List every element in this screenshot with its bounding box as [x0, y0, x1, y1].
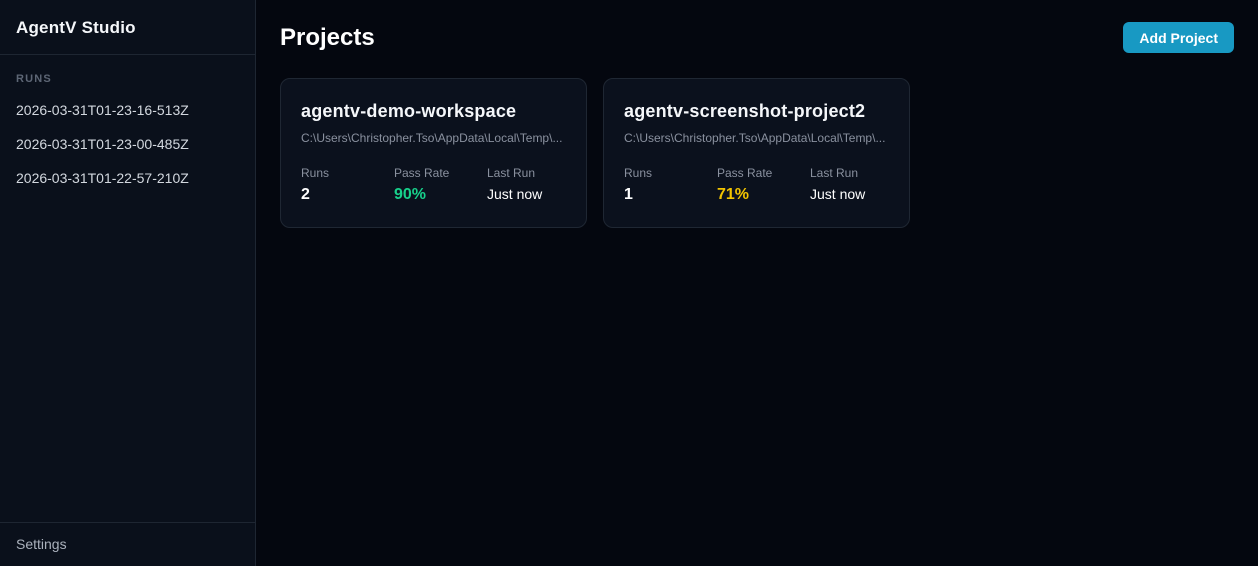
stat-pass-rate-label: Pass Rate: [717, 166, 773, 180]
project-name: agentv-demo-workspace: [301, 101, 517, 121]
settings-link[interactable]: Settings: [16, 536, 67, 552]
stat-last-run-value: Just now: [487, 186, 543, 202]
stat-runs-label: Runs: [624, 166, 653, 180]
runs-nav: RUNS 2026-03-31T01-23-16-513Z 2026-03-31…: [0, 55, 255, 522]
runs-section-header: RUNS: [16, 73, 52, 85]
project-stats: Runs 1 Pass Rate 71% Last Run Just now: [624, 166, 889, 204]
stat-last-run-label: Last Run: [487, 166, 536, 180]
sidebar: AgentV Studio RUNS 2026-03-31T01-23-16-5…: [0, 0, 256, 566]
run-item[interactable]: 2026-03-31T01-23-00-485Z: [16, 136, 189, 152]
stat-runs: Runs 2: [301, 166, 394, 204]
stat-pass-rate: Pass Rate 71%: [717, 166, 810, 204]
project-path: C:\Users\Christopher.Tso\AppData\Local\T…: [624, 131, 886, 145]
project-name: agentv-screenshot-project2: [624, 101, 866, 121]
project-card[interactable]: agentv-screenshot-project2 C:\Users\Chri…: [603, 78, 910, 228]
run-item[interactable]: 2026-03-31T01-22-57-210Z: [16, 170, 189, 186]
sidebar-header: AgentV Studio: [0, 0, 255, 55]
run-item[interactable]: 2026-03-31T01-23-16-513Z: [16, 102, 189, 118]
sidebar-footer: Settings: [0, 522, 255, 566]
stat-pass-rate-value: 71%: [717, 186, 750, 203]
stat-last-run-label: Last Run: [810, 166, 859, 180]
project-stats: Runs 2 Pass Rate 90% Last Run Just now: [301, 166, 566, 204]
main-header: Projects Add Project: [280, 22, 1234, 53]
app-title: AgentV Studio: [16, 18, 136, 37]
stat-last-run-value: Just now: [810, 186, 866, 202]
stat-runs: Runs 1: [624, 166, 717, 204]
add-project-button[interactable]: Add Project: [1123, 22, 1234, 53]
stat-pass-rate-label: Pass Rate: [394, 166, 450, 180]
page-title: Projects: [280, 23, 375, 51]
stat-pass-rate-value: 90%: [394, 186, 427, 203]
stat-runs-value: 2: [301, 186, 310, 203]
main-content: Projects Add Project agentv-demo-workspa…: [256, 0, 1258, 566]
stat-last-run: Last Run Just now: [487, 166, 580, 204]
stat-last-run: Last Run Just now: [810, 166, 903, 204]
stat-runs-value: 1: [624, 186, 633, 203]
project-cards-row: agentv-demo-workspace C:\Users\Christoph…: [280, 78, 1234, 228]
project-card[interactable]: agentv-demo-workspace C:\Users\Christoph…: [280, 78, 587, 228]
stat-pass-rate: Pass Rate 90%: [394, 166, 487, 204]
project-path: C:\Users\Christopher.Tso\AppData\Local\T…: [301, 131, 563, 145]
stat-runs-label: Runs: [301, 166, 330, 180]
